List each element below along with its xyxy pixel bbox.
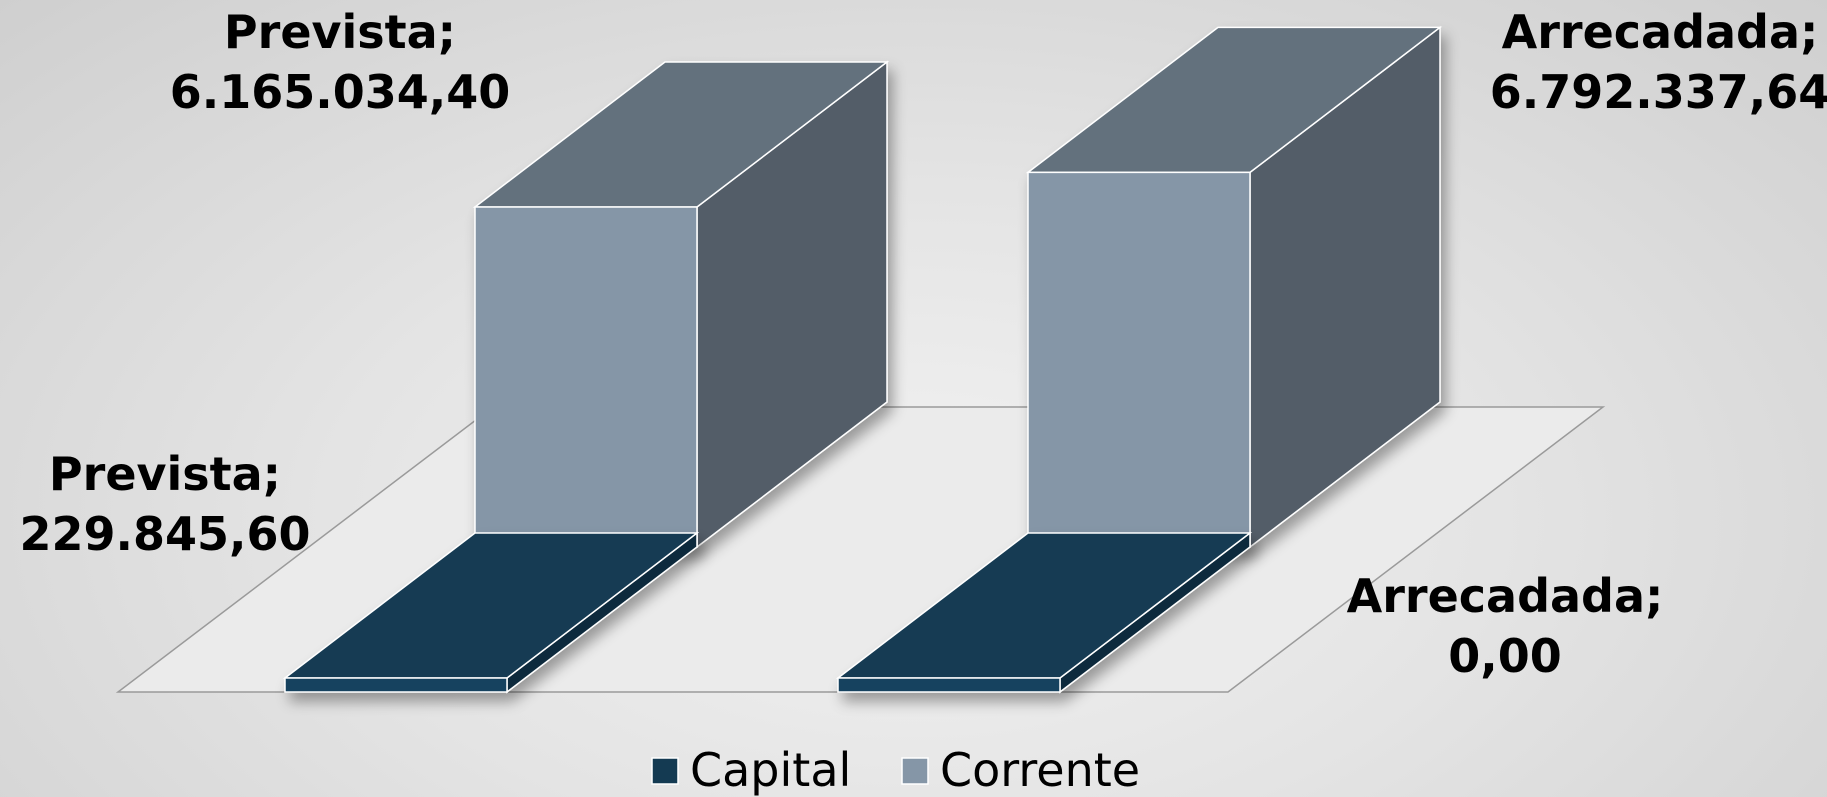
bar-corrente-arrecadada-front [1027, 171, 1251, 548]
legend-swatch [651, 757, 679, 785]
data-label-value: 0,00 [1448, 629, 1562, 683]
legend-item-capital: Capital [651, 743, 851, 797]
bar-capital-front [837, 677, 1061, 693]
bars [282, 25, 1443, 694]
legend-item-corrente: Corrente [901, 743, 1140, 797]
data-label-category: Prevista; [224, 5, 456, 59]
legend: Capital Corrente [651, 743, 1140, 797]
data-label-capital-prevista: Prevista; 229.845,60 [19, 447, 310, 561]
data-labels: Prevista; 229.845,60 Arrecadada; 0,00 Previs… [19, 5, 1827, 683]
data-label-corrente-prevista: Prevista; 6.165.034,40 [170, 5, 511, 119]
legend-label: Capital [690, 743, 851, 797]
bar-corrente-prevista-front [474, 206, 698, 548]
data-label-value: 6.792.337,64 [1490, 65, 1827, 119]
bar-corrente-arrecadada [1025, 25, 1443, 549]
data-label-corrente-arrecadada: Arrecadada; 6.792.337,64 [1490, 5, 1827, 119]
data-label-value: 6.165.034,40 [170, 65, 511, 119]
legend-swatch [901, 757, 929, 785]
bar-capital-arrecadada [835, 531, 1253, 694]
data-label-category: Arrecadada; [1502, 5, 1819, 59]
bar-corrente-prevista [472, 60, 890, 549]
data-label-category: Prevista; [49, 447, 281, 501]
legend-label: Corrente [940, 743, 1140, 797]
data-label-value: 229.845,60 [19, 507, 310, 561]
data-label-category: Arrecadada; [1347, 569, 1664, 623]
data-label-capital-arrecadada: Arrecadada; 0,00 [1347, 569, 1664, 683]
bar-capital-prevista [282, 531, 700, 694]
bar-capital-front [284, 677, 508, 693]
